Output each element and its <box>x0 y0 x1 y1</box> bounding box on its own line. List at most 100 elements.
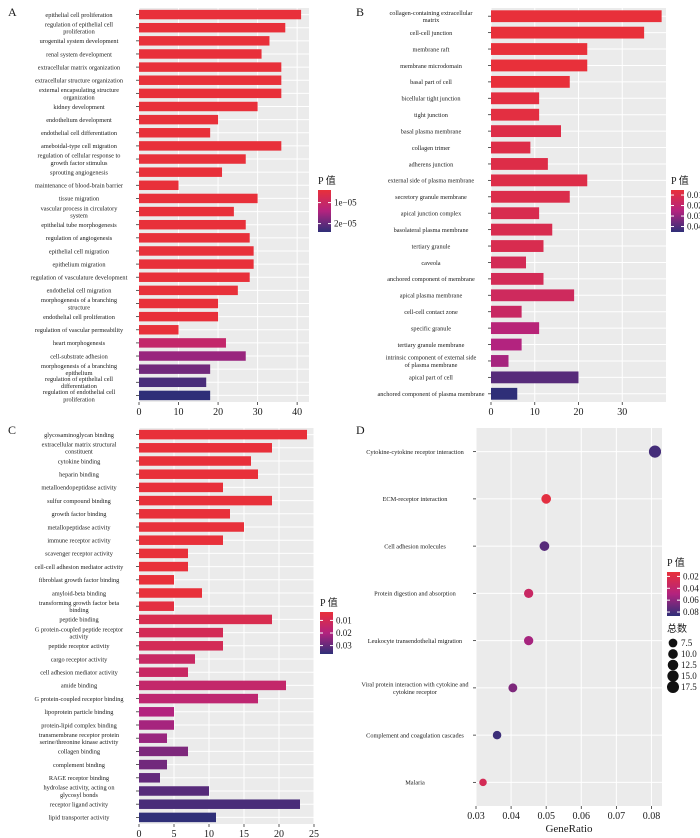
category-label: hydrolase activity, acting on glycosyl bo… <box>44 785 116 799</box>
bar <box>491 75 570 88</box>
panel-d: D Cytokine-cytokine receptor interaction E… <box>356 423 699 835</box>
category-label: Malaria <box>405 780 425 787</box>
category-label: maintenance of blood-brain barrier <box>35 183 124 190</box>
data-point <box>508 683 518 693</box>
x-tick-label: 10 <box>174 407 184 418</box>
category-label: apical part of cell <box>409 375 453 382</box>
category-label: regulation of endothelial cell proliferat… <box>43 389 116 403</box>
category-label: ameboidal-type cell migration <box>41 143 118 150</box>
bar <box>139 456 251 466</box>
bar <box>139 469 258 479</box>
category-label: Cell adhesion molecules <box>384 543 446 550</box>
bar <box>491 355 509 367</box>
category-label: membrane microdomain <box>400 63 463 70</box>
category-label: secretory granule membrane <box>395 194 467 201</box>
category-label: cargo receptor activity <box>51 656 108 663</box>
bar <box>139 693 258 704</box>
data-point <box>539 541 550 551</box>
category-label: growth factor binding <box>52 511 108 518</box>
category-label: basolateral plasma membrane <box>394 227 469 234</box>
panel-letter: B <box>356 5 364 19</box>
bar <box>139 614 272 625</box>
bar <box>139 601 174 611</box>
category-label: cytokine binding <box>58 458 101 465</box>
legend-title: P 值 <box>671 174 689 187</box>
bar <box>139 495 272 506</box>
bar <box>139 759 167 770</box>
category-label: regulation of vascular permeability <box>35 327 124 334</box>
bar <box>491 322 540 335</box>
legend-tick-label: 0.04 <box>687 222 700 232</box>
x-tick-label: 10 <box>204 829 214 838</box>
bar <box>139 101 258 112</box>
panel-letter: C <box>8 423 16 437</box>
category-label: apical junction complex <box>401 211 462 218</box>
x-tick-label: 0.08 <box>643 811 661 822</box>
size-legend-dot <box>666 680 680 694</box>
category-label: collagen-containing extracellular matrix <box>389 10 473 24</box>
x-tick-label: 0.04 <box>502 811 520 822</box>
category-label: cell-cell adhesion mediator activity <box>35 564 124 571</box>
bar <box>139 233 250 243</box>
x-tick-label: 10 <box>530 407 540 418</box>
category-label: specific granule <box>411 325 451 332</box>
bar <box>139 259 254 269</box>
x-tick-label: 30 <box>253 407 263 418</box>
category-label: Cytokine-cytokine receptor interaction <box>366 449 464 456</box>
size-legend-label: 15.0 <box>681 671 697 681</box>
category-label: endothelium development <box>46 117 112 124</box>
data-point <box>541 494 552 504</box>
bar <box>139 535 223 545</box>
bar <box>139 746 188 757</box>
bar <box>139 154 246 164</box>
category-label: morphogenesis of a branching epithelium <box>41 363 118 377</box>
bar <box>139 193 258 204</box>
bar <box>491 43 588 55</box>
bar <box>139 799 300 809</box>
category-label: basal plasma membrane <box>401 128 462 135</box>
bar <box>139 548 188 559</box>
category-label: sulfur compound binding <box>47 498 112 505</box>
category-label: lipoprotein particle binding <box>45 709 115 716</box>
legend-tick-label: 0.03 <box>336 641 352 651</box>
size-legend-label: 12.5 <box>681 660 697 670</box>
size-legend-dot <box>667 659 679 671</box>
category-label: membrane raft <box>413 46 450 53</box>
bar <box>491 223 553 236</box>
legend-tick-label: 0.08 <box>683 607 699 617</box>
bar <box>491 190 570 203</box>
x-tick-label: 0 <box>137 829 142 838</box>
plot-background <box>476 428 662 806</box>
plot-background <box>139 428 314 824</box>
bar <box>139 36 270 46</box>
bar <box>491 158 548 170</box>
category-label: regulation of epithelial cell proliferati… <box>45 21 113 35</box>
bar <box>139 325 179 335</box>
size-legend-dot <box>667 670 679 682</box>
bar <box>139 509 230 519</box>
bar <box>139 114 219 125</box>
category-label: epithelial cell migration <box>49 248 110 255</box>
x-tick-label: 0.05 <box>537 811 555 822</box>
category-label: sprouting angiogenesis <box>50 170 108 177</box>
bar <box>139 773 160 783</box>
category-label: urogenital system development <box>40 38 119 45</box>
category-label: endothelial cell proliferation <box>43 314 116 321</box>
category-label: immune receptor activity <box>47 538 111 545</box>
panel-letter: D <box>356 423 365 437</box>
x-tick-label: 0.06 <box>573 811 591 822</box>
bar <box>139 49 262 59</box>
legend-tick-label: 0.02 <box>683 571 699 581</box>
category-label: cell adhesion mediator activity <box>40 670 118 677</box>
data-point <box>479 778 487 787</box>
bar <box>139 62 282 72</box>
category-label: anchored component of plasma membrane <box>377 391 484 398</box>
category-label: caveola <box>421 260 440 267</box>
bar <box>139 588 202 598</box>
bar <box>139 733 167 743</box>
legend-tick-label: 1e−05 <box>334 198 357 208</box>
color-legend-bar <box>667 572 680 616</box>
legend-tick-label: 0.02 <box>687 201 700 211</box>
category-label: kidney development <box>53 104 104 111</box>
